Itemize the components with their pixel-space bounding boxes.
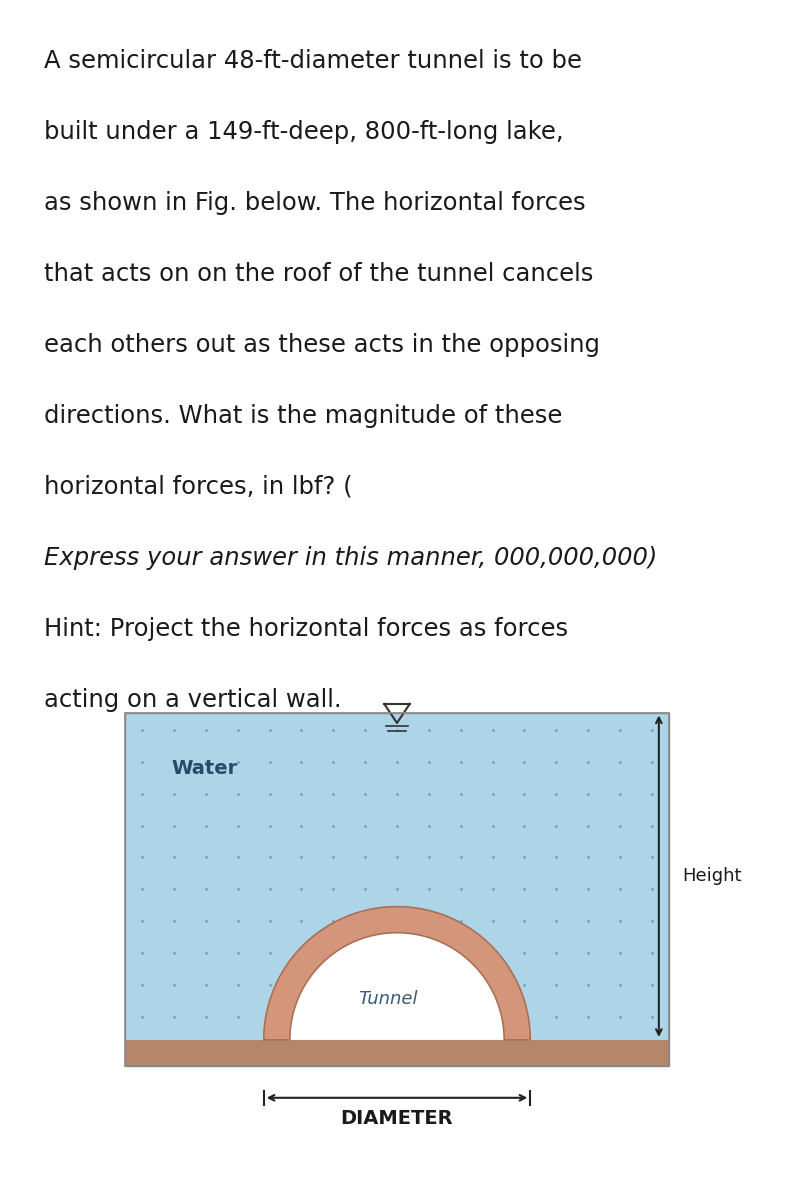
- Text: Tunnel: Tunnel: [359, 990, 418, 1008]
- FancyBboxPatch shape: [125, 1040, 669, 1066]
- Text: Hint: Project the horizontal forces as forces: Hint: Project the horizontal forces as f…: [44, 617, 568, 641]
- Text: Height: Height: [682, 868, 742, 886]
- Text: each others out as these acts in the opposing: each others out as these acts in the opp…: [44, 332, 599, 356]
- Text: that acts on on the roof of the tunnel cancels: that acts on on the roof of the tunnel c…: [44, 262, 593, 286]
- Text: A semicircular 48-ft-diameter tunnel is to be: A semicircular 48-ft-diameter tunnel is …: [44, 49, 582, 73]
- Text: directions. What is the magnitude of these: directions. What is the magnitude of the…: [44, 403, 562, 427]
- Text: built under a 149-ft-deep, 800-ft-long lake,: built under a 149-ft-deep, 800-ft-long l…: [44, 120, 563, 144]
- Polygon shape: [290, 932, 504, 1040]
- Text: DIAMETER: DIAMETER: [341, 1109, 453, 1128]
- Text: horizontal forces, in lbf? (: horizontal forces, in lbf? (: [44, 475, 353, 499]
- Text: as shown in Fig. below. The horizontal forces: as shown in Fig. below. The horizontal f…: [44, 191, 585, 215]
- FancyBboxPatch shape: [125, 713, 669, 1066]
- Polygon shape: [264, 907, 530, 1040]
- Text: Express your answer in this manner, 000,000,000): Express your answer in this manner, 000,…: [44, 546, 657, 570]
- Text: Water: Water: [171, 758, 237, 778]
- Text: acting on a vertical wall.: acting on a vertical wall.: [44, 688, 341, 712]
